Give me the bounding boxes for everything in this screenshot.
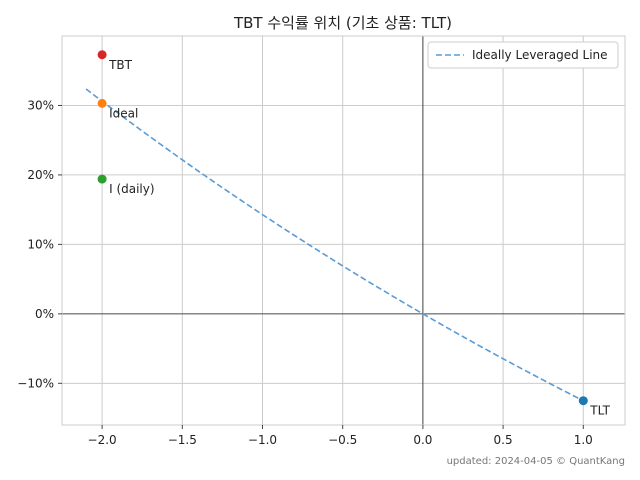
y-tick-label: 20%: [27, 168, 54, 182]
point-label-i-daily: I (daily): [109, 182, 154, 196]
footer-credit: updated: 2024-04-05 © QuantKang: [447, 456, 625, 467]
ideal-leverage-line: [85, 88, 584, 402]
chart-title: TBT 수익률 위치 (기초 상품: TLT): [233, 14, 452, 32]
point-tbt: [97, 50, 107, 60]
ideal-line-layer: [85, 88, 584, 402]
y-tick-labels: −10% 0% 10% 20% 30%: [17, 98, 62, 390]
y-tick-label: 0%: [35, 307, 54, 321]
reference-lines: [62, 36, 625, 425]
x-tick-label: 1.0: [574, 433, 593, 447]
point-label-tlt: TLT: [589, 404, 610, 418]
x-tick-label: −0.5: [328, 433, 357, 447]
x-tick-labels: −2.0 −1.5 −1.0 −0.5 0.0 0.5 1.0: [88, 425, 593, 447]
plot-frame: [61, 35, 626, 426]
point-ideal: [97, 98, 107, 108]
point-tlt: [578, 396, 588, 406]
x-tick-label: −1.5: [168, 433, 197, 447]
grid: [62, 36, 625, 425]
legend-label: Ideally Leveraged Line: [472, 48, 608, 62]
legend-box: [427, 41, 619, 69]
y-tick-label: −10%: [17, 376, 54, 390]
points-layer: TBT Ideal I (daily) TLT: [97, 50, 611, 418]
x-tick-label: −1.0: [248, 433, 277, 447]
legend: Ideally Leveraged Line: [427, 41, 619, 69]
point-label-ideal: Ideal: [109, 106, 138, 120]
x-tick-label: 0.5: [494, 433, 513, 447]
y-tick-label: 10%: [27, 237, 54, 251]
x-tick-label: 0.0: [413, 433, 432, 447]
point-label-tbt: TBT: [108, 58, 133, 72]
y-tick-label: 30%: [27, 98, 54, 112]
x-tick-label: −2.0: [88, 433, 117, 447]
point-i-daily: [97, 174, 107, 184]
